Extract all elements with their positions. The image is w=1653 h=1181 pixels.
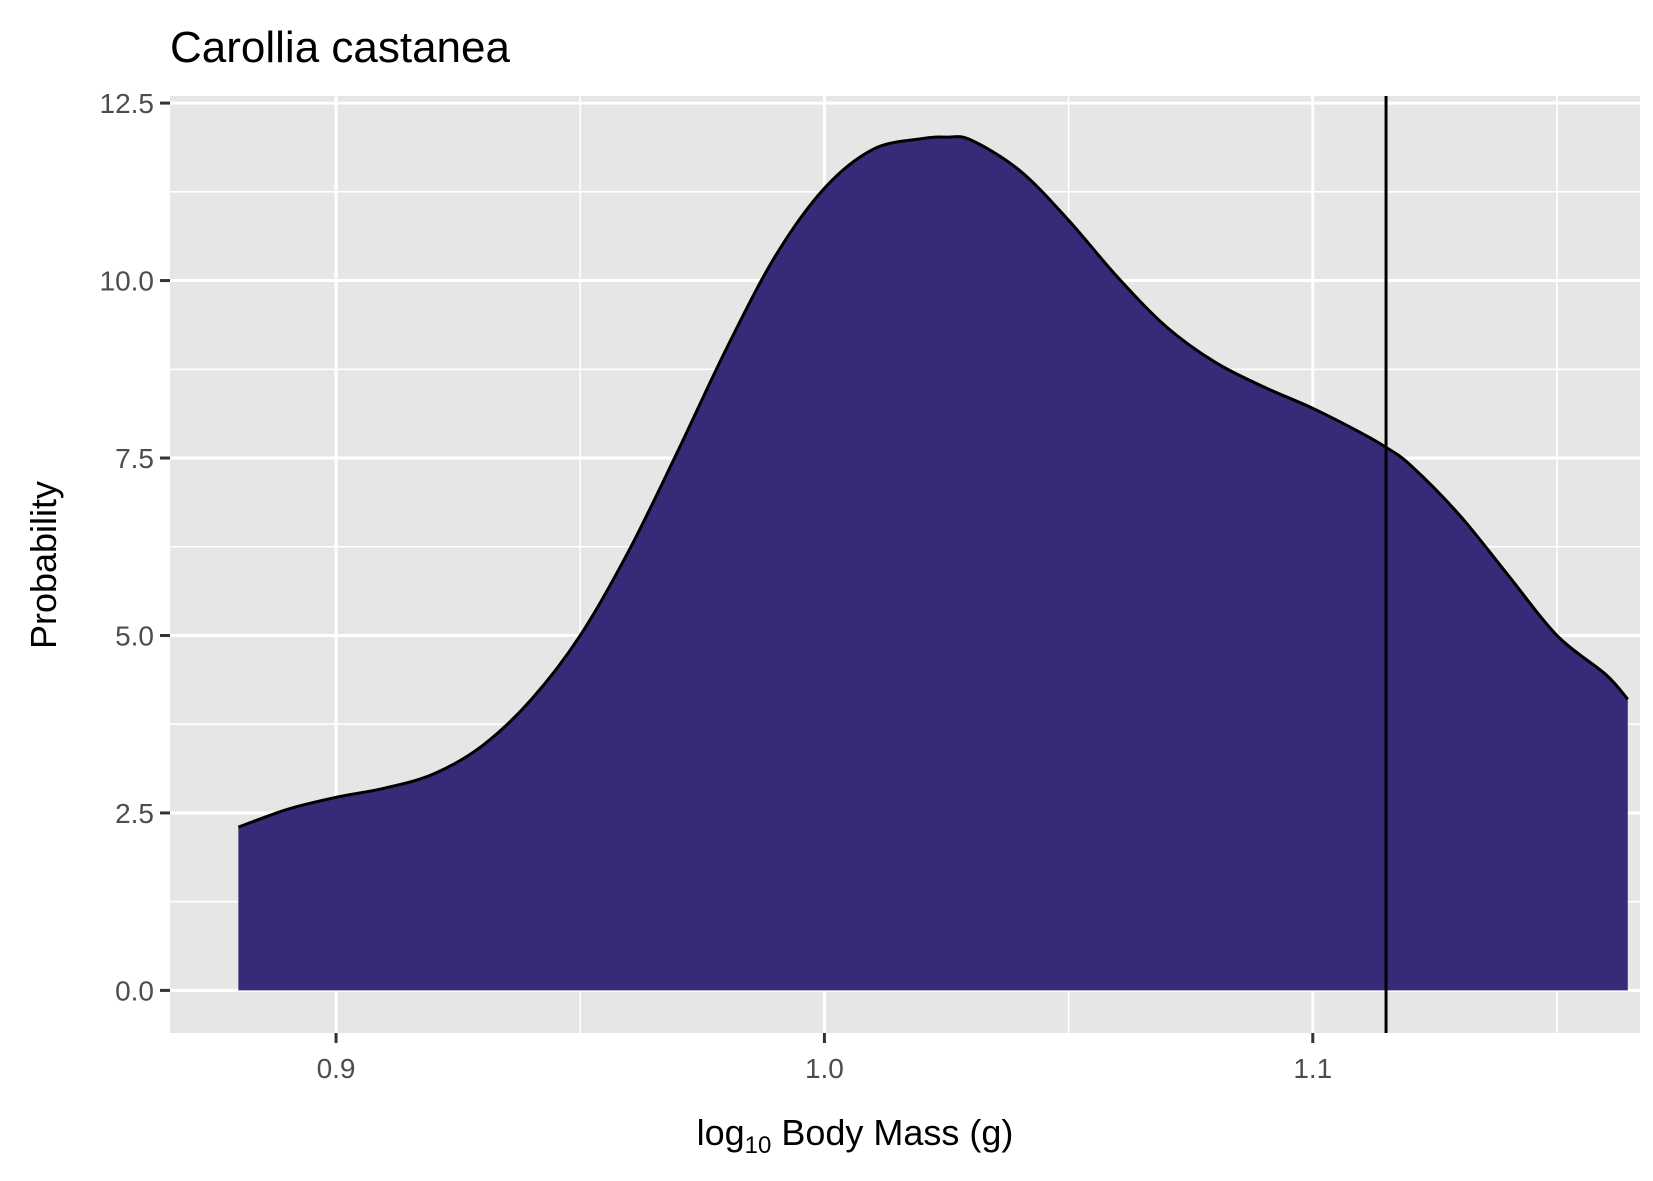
x-axis-title: log10 Body Mass (g) [697,1112,1014,1159]
chart-title: Carollia castanea [170,23,510,72]
y-tick-label: 12.5 [100,88,155,119]
x-tick-label: 0.9 [317,1053,356,1084]
y-tick-label: 10.0 [100,266,155,297]
x-axis-title-rest: Body Mass (g) [771,1112,1013,1153]
x-axis-title-base: log [697,1112,745,1153]
density-area [238,136,1628,991]
y-tick-label: 7.5 [115,443,154,474]
x-tick-label: 1.0 [805,1053,844,1084]
y-axis-title: Probability [23,481,64,649]
x-tick-label: 1.1 [1293,1053,1332,1084]
y-axis: 0.0 2.5 5.0 7.5 10.0 12.5 [100,88,170,1006]
y-tick-label: 5.0 [115,620,154,651]
x-axis: 0.9 1.0 1.1 [317,1033,1332,1084]
density-outline [237,135,1629,829]
y-tick-label: 0.0 [115,975,154,1006]
x-axis-title-subscript: 10 [745,1132,772,1159]
y-tick-label: 2.5 [115,798,154,829]
